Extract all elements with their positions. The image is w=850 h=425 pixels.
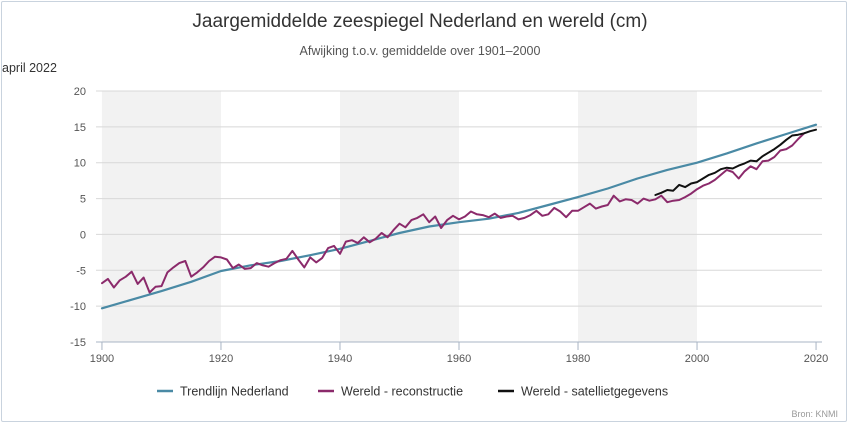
x-tick-label: 1920 xyxy=(209,353,233,365)
source-credit: Bron: KNMI xyxy=(791,409,838,419)
chart-title: Jaargemiddelde zeespiegel Nederland en w… xyxy=(192,11,647,32)
y-tick-label: 20 xyxy=(74,86,86,98)
series-line-reconstructie xyxy=(101,132,806,294)
legend-item-reconstructie[interactable]: Wereld - reconstructie xyxy=(318,385,463,399)
shaded-band-1 xyxy=(339,91,459,342)
x-axis: 1900 1920 1940 1960 1980 2000 2020 xyxy=(90,341,828,365)
legend-item-satelliet[interactable]: Wereld - satellietgegevens xyxy=(498,385,668,399)
series-lines xyxy=(100,123,818,310)
shaded-bands xyxy=(101,91,698,342)
shaded-band-2 xyxy=(578,91,698,342)
series-line-satelliet xyxy=(654,128,817,196)
legend-label-reconstructie: Wereld - reconstructie xyxy=(341,385,463,399)
x-tick-label: 2020 xyxy=(804,353,828,365)
y-tick-label: 15 xyxy=(74,122,86,134)
y-tick-label: 5 xyxy=(80,194,86,206)
y-tick-label: -15 xyxy=(70,337,86,349)
x-tick-label: 1900 xyxy=(90,353,114,365)
x-tick-label: 1940 xyxy=(328,353,352,365)
legend-label-trendlijn: Trendlijn Nederland xyxy=(180,385,289,399)
x-tick-label: 1960 xyxy=(447,353,471,365)
y-tick-label: -5 xyxy=(76,265,86,277)
legend: Trendlijn Nederland Wereld - reconstruct… xyxy=(157,385,668,399)
y-axis-ticks: -15 -10 -5 0 5 10 15 20 xyxy=(70,86,86,349)
x-tick-label: 1980 xyxy=(566,353,590,365)
shaded-band-0 xyxy=(101,91,221,342)
legend-label-satelliet: Wereld - satellietgegevens xyxy=(521,385,668,399)
date-note: april 2022 xyxy=(2,61,57,75)
legend-item-trendlijn[interactable]: Trendlijn Nederland xyxy=(157,385,289,399)
y-tick-label: 0 xyxy=(80,229,86,241)
x-tick-label: 2000 xyxy=(685,353,709,365)
series-line-trendlijn xyxy=(100,123,818,310)
y-tick-label: -10 xyxy=(70,301,86,313)
chart-subtitle: Afwijking t.o.v. gemiddelde over 1901–20… xyxy=(300,44,541,58)
y-tick-label: 10 xyxy=(74,158,86,170)
